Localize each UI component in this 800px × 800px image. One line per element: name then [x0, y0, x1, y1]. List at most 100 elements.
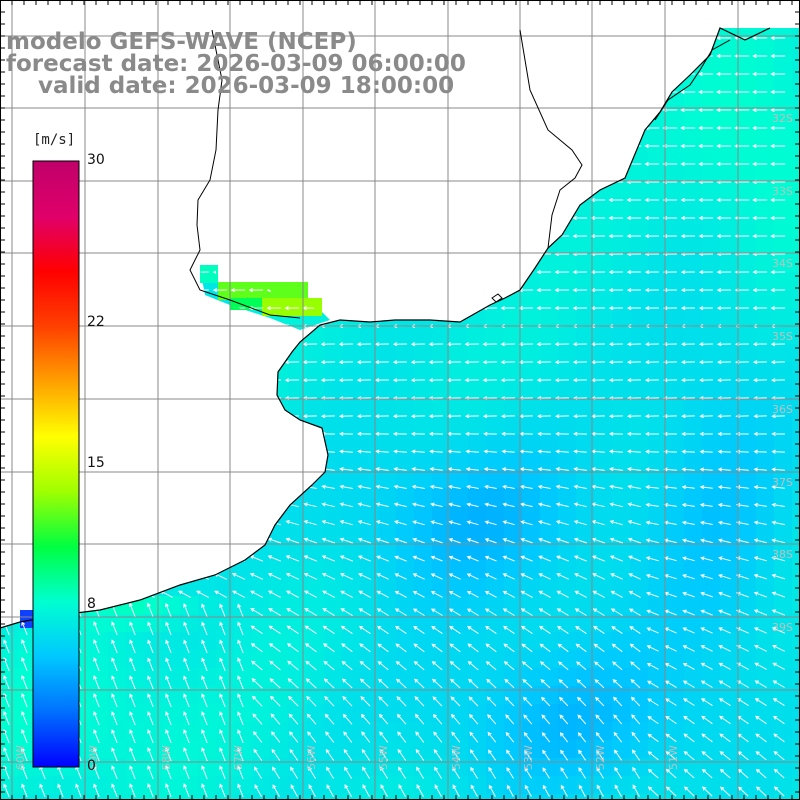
wind-arrow	[93, 747, 100, 762]
wind-arrow	[577, 714, 587, 725]
wind-arrow	[718, 556, 731, 562]
wind-arrow	[770, 125, 786, 131]
wind-arrow	[683, 751, 695, 761]
wind-arrow	[541, 732, 551, 743]
wind-arrow	[342, 696, 353, 707]
wind-arrow	[482, 360, 498, 365]
wind-arrow	[502, 573, 515, 580]
wind-arrow	[484, 502, 497, 508]
wind-arrow	[290, 784, 298, 797]
wind-arrow	[469, 731, 479, 743]
wind-arrow	[701, 733, 713, 743]
wind-arrow	[448, 502, 461, 508]
wind-arrow	[628, 555, 641, 562]
wind-arrow	[632, 766, 640, 779]
wind-arrow	[412, 520, 425, 526]
wind-arrow	[375, 449, 390, 454]
wind-arrow	[237, 675, 244, 690]
wind-arrow	[735, 502, 749, 508]
wind-arrow	[21, 674, 28, 690]
wind-arrow	[556, 573, 569, 580]
lat-label: 38S	[772, 548, 793, 561]
wind-arrow	[434, 766, 443, 779]
wind-arrow	[358, 590, 371, 598]
wind-arrow	[663, 467, 677, 472]
wind-arrow	[147, 657, 154, 672]
wind-arrow	[502, 555, 515, 562]
wind-arrow	[771, 609, 785, 616]
wind-arrow	[698, 125, 714, 131]
wind-arrow	[520, 573, 533, 580]
wind-arrow	[271, 748, 281, 761]
wind-arrow	[466, 555, 479, 562]
wind-arrow	[716, 35, 732, 41]
wind-arrow	[485, 625, 497, 635]
wind-arrow	[362, 766, 371, 779]
wind-arrow	[626, 305, 642, 311]
wind-arrow	[557, 643, 569, 653]
wind-arrow	[645, 591, 659, 598]
wind-arrow	[237, 783, 244, 798]
wind-arrow	[501, 431, 515, 437]
wind-arrow	[771, 414, 785, 419]
wind-arrow	[467, 626, 479, 635]
wind-arrow	[308, 784, 316, 797]
wind-arrow	[93, 621, 100, 636]
wind-arrow	[754, 662, 767, 670]
lon-label: 51W	[667, 745, 680, 770]
wind-arrow	[449, 643, 461, 653]
wind-arrow	[430, 502, 443, 508]
wind-arrow	[771, 627, 786, 634]
wind-arrow	[613, 731, 623, 743]
wind-arrow	[250, 608, 263, 617]
wind-arrow	[645, 502, 659, 507]
wind-arrow	[770, 341, 786, 347]
wind-arrow	[466, 591, 479, 598]
wind-arrow	[700, 662, 713, 670]
wind-arrow	[557, 625, 569, 635]
wind-arrow	[358, 573, 371, 580]
wind-arrow	[303, 520, 318, 526]
wind-arrow	[521, 661, 533, 671]
wind-arrow	[718, 591, 731, 598]
wind-arrow	[608, 449, 624, 454]
wind-arrow	[698, 143, 714, 149]
wind-arrow	[378, 678, 389, 689]
wind-arrow	[717, 502, 731, 508]
wind-arrow	[608, 197, 624, 203]
wind-arrow	[251, 660, 263, 671]
wind-arrow	[716, 197, 732, 203]
wind-arrow	[250, 643, 263, 653]
wind-arrow	[646, 663, 659, 670]
wind-arrow	[484, 591, 497, 598]
wind-arrow	[536, 269, 552, 275]
wind-arrow	[700, 538, 713, 544]
wind-arrow	[416, 784, 424, 797]
wind-arrow	[377, 643, 389, 653]
wind-arrow	[183, 747, 190, 762]
wind-arrow	[613, 714, 623, 725]
wind-arrow	[663, 449, 677, 454]
wind-arrow	[629, 626, 641, 635]
wind-arrow	[627, 467, 642, 472]
wind-arrow	[212, 287, 228, 293]
wind-arrow	[394, 555, 407, 562]
wind-arrow	[770, 89, 786, 95]
wind-arrow	[700, 645, 713, 652]
wind-arrow	[576, 679, 587, 689]
wind-arrow	[302, 341, 318, 347]
lon-label: 52W	[594, 745, 607, 770]
wind-arrow	[523, 731, 533, 743]
wind-arrow	[129, 621, 136, 636]
wind-arrow	[698, 287, 714, 293]
wind-arrow	[752, 125, 768, 131]
wind-arrow	[560, 784, 568, 797]
wind-arrow	[683, 768, 695, 779]
wind-arrow	[608, 431, 624, 437]
wind-arrow	[521, 625, 533, 635]
wind-arrow	[538, 573, 551, 580]
wind-arrow	[397, 731, 407, 743]
colorbar-gradient	[32, 160, 80, 768]
wind-arrow	[251, 678, 263, 689]
